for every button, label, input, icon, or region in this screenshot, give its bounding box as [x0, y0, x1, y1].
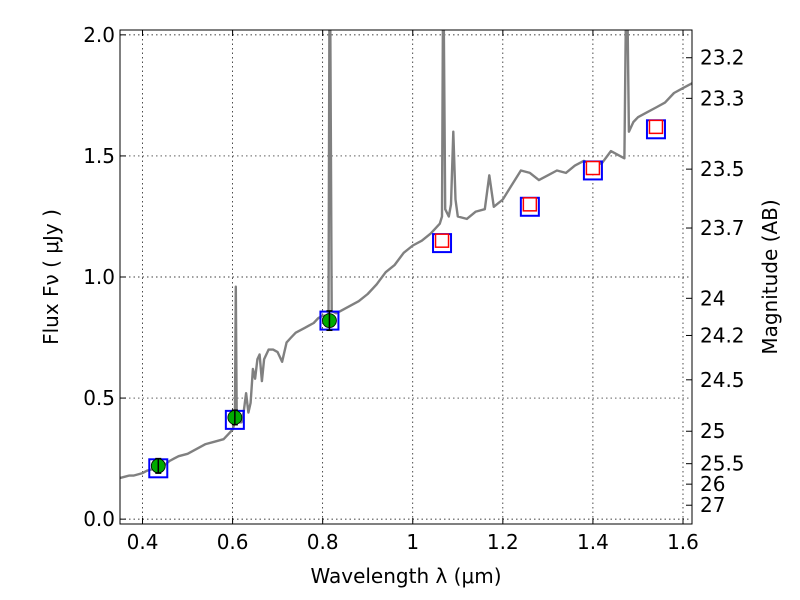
x-tick-label: 0.8: [307, 530, 339, 554]
y-tick-label: 0.5: [83, 386, 115, 410]
mag-tick-label: 23.7: [700, 216, 745, 240]
x-tick-label: 1.6: [667, 530, 699, 554]
y-tick-label: 2.0: [83, 23, 115, 47]
upper-limit-point: [522, 197, 538, 212]
axis-ticks: 0.4 0.6 0.8 1 1.2 1.4 1.6 0.0 0.5 1.0 1.5 2.0 23.2 23…: [83, 23, 744, 554]
mag-tick-label: 24.2: [700, 323, 745, 347]
x-tick-label: 1.2: [487, 530, 519, 554]
plot-area: [120, 30, 692, 480]
y-tick-label: 0.0: [83, 507, 115, 531]
x-tick-label: 1: [406, 530, 419, 554]
y-tick-label: 1.0: [83, 265, 115, 289]
mag-tick-label: 23.2: [700, 46, 745, 70]
mag-tick-label: 25: [700, 419, 725, 443]
upper-limit-point: [648, 119, 664, 135]
x-tick-label: 1.4: [577, 530, 609, 554]
mag-tick-label: 27: [700, 493, 725, 517]
x-axis-label: Wavelength λ (μm): [310, 564, 501, 588]
mag-tick-label: 24: [700, 286, 725, 310]
mag-tick-label: 25.5: [700, 452, 745, 476]
grid: [120, 30, 692, 524]
spectrum-line: [120, 30, 692, 480]
mag-tick-label: 23.3: [700, 86, 745, 110]
right-axis-label: Magnitude (AB): [758, 199, 782, 354]
mag-tick-label: 26: [700, 472, 725, 496]
x-tick-label: 0.4: [127, 530, 159, 554]
mag-tick-label: 24.5: [700, 368, 745, 392]
mag-tick-label: 23.5: [700, 157, 745, 181]
upper-limit-point: [434, 233, 450, 248]
y-tick-label: 1.5: [83, 144, 115, 168]
x-tick-label: 0.6: [217, 530, 249, 554]
y-axis-label: Flux Fν ( μJy ): [39, 209, 63, 345]
upper-limit-point: [585, 160, 601, 176]
